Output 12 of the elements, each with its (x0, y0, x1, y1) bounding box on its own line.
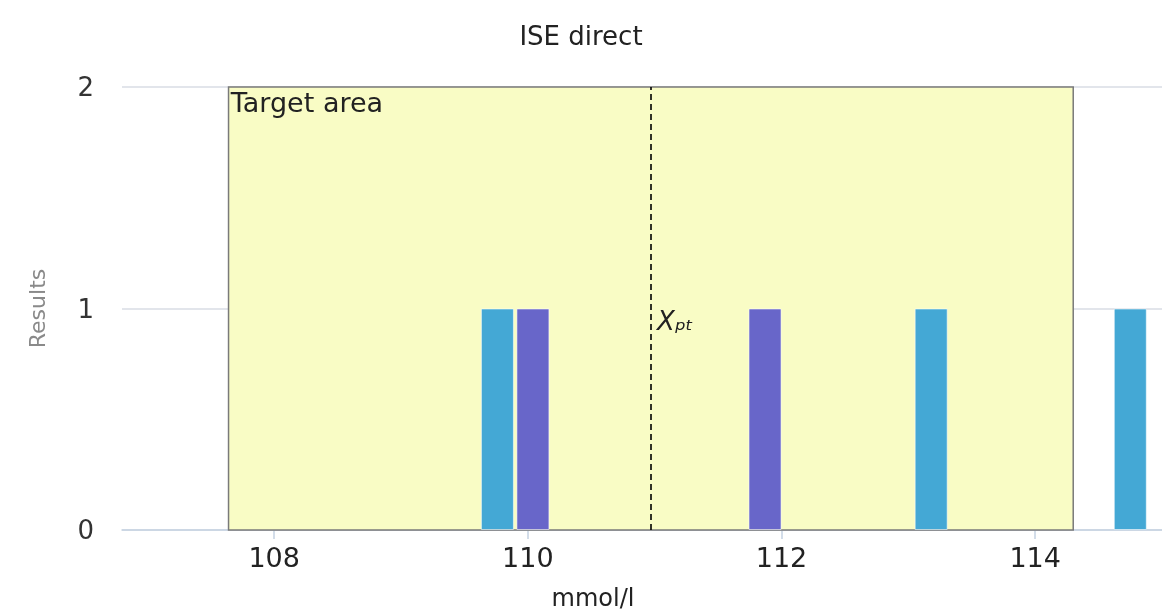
y-axis-title: Results (24, 268, 50, 349)
y-tick-label: 2 (77, 72, 94, 102)
x-tick-label: 108 (248, 542, 300, 573)
y-tick-label: 0 (77, 515, 94, 545)
x-tick-label: 110 (502, 542, 554, 573)
y-tick-label: 1 (77, 293, 94, 324)
ref-line-label: Xₚₜ (654, 305, 694, 336)
x-axis-title: mmol/l (551, 584, 635, 612)
x-tick-label: 112 (755, 542, 808, 573)
chart-title: ISE direct (519, 21, 643, 51)
x-tick-label: 114 (1009, 542, 1061, 573)
band-label: Target area (229, 87, 384, 119)
